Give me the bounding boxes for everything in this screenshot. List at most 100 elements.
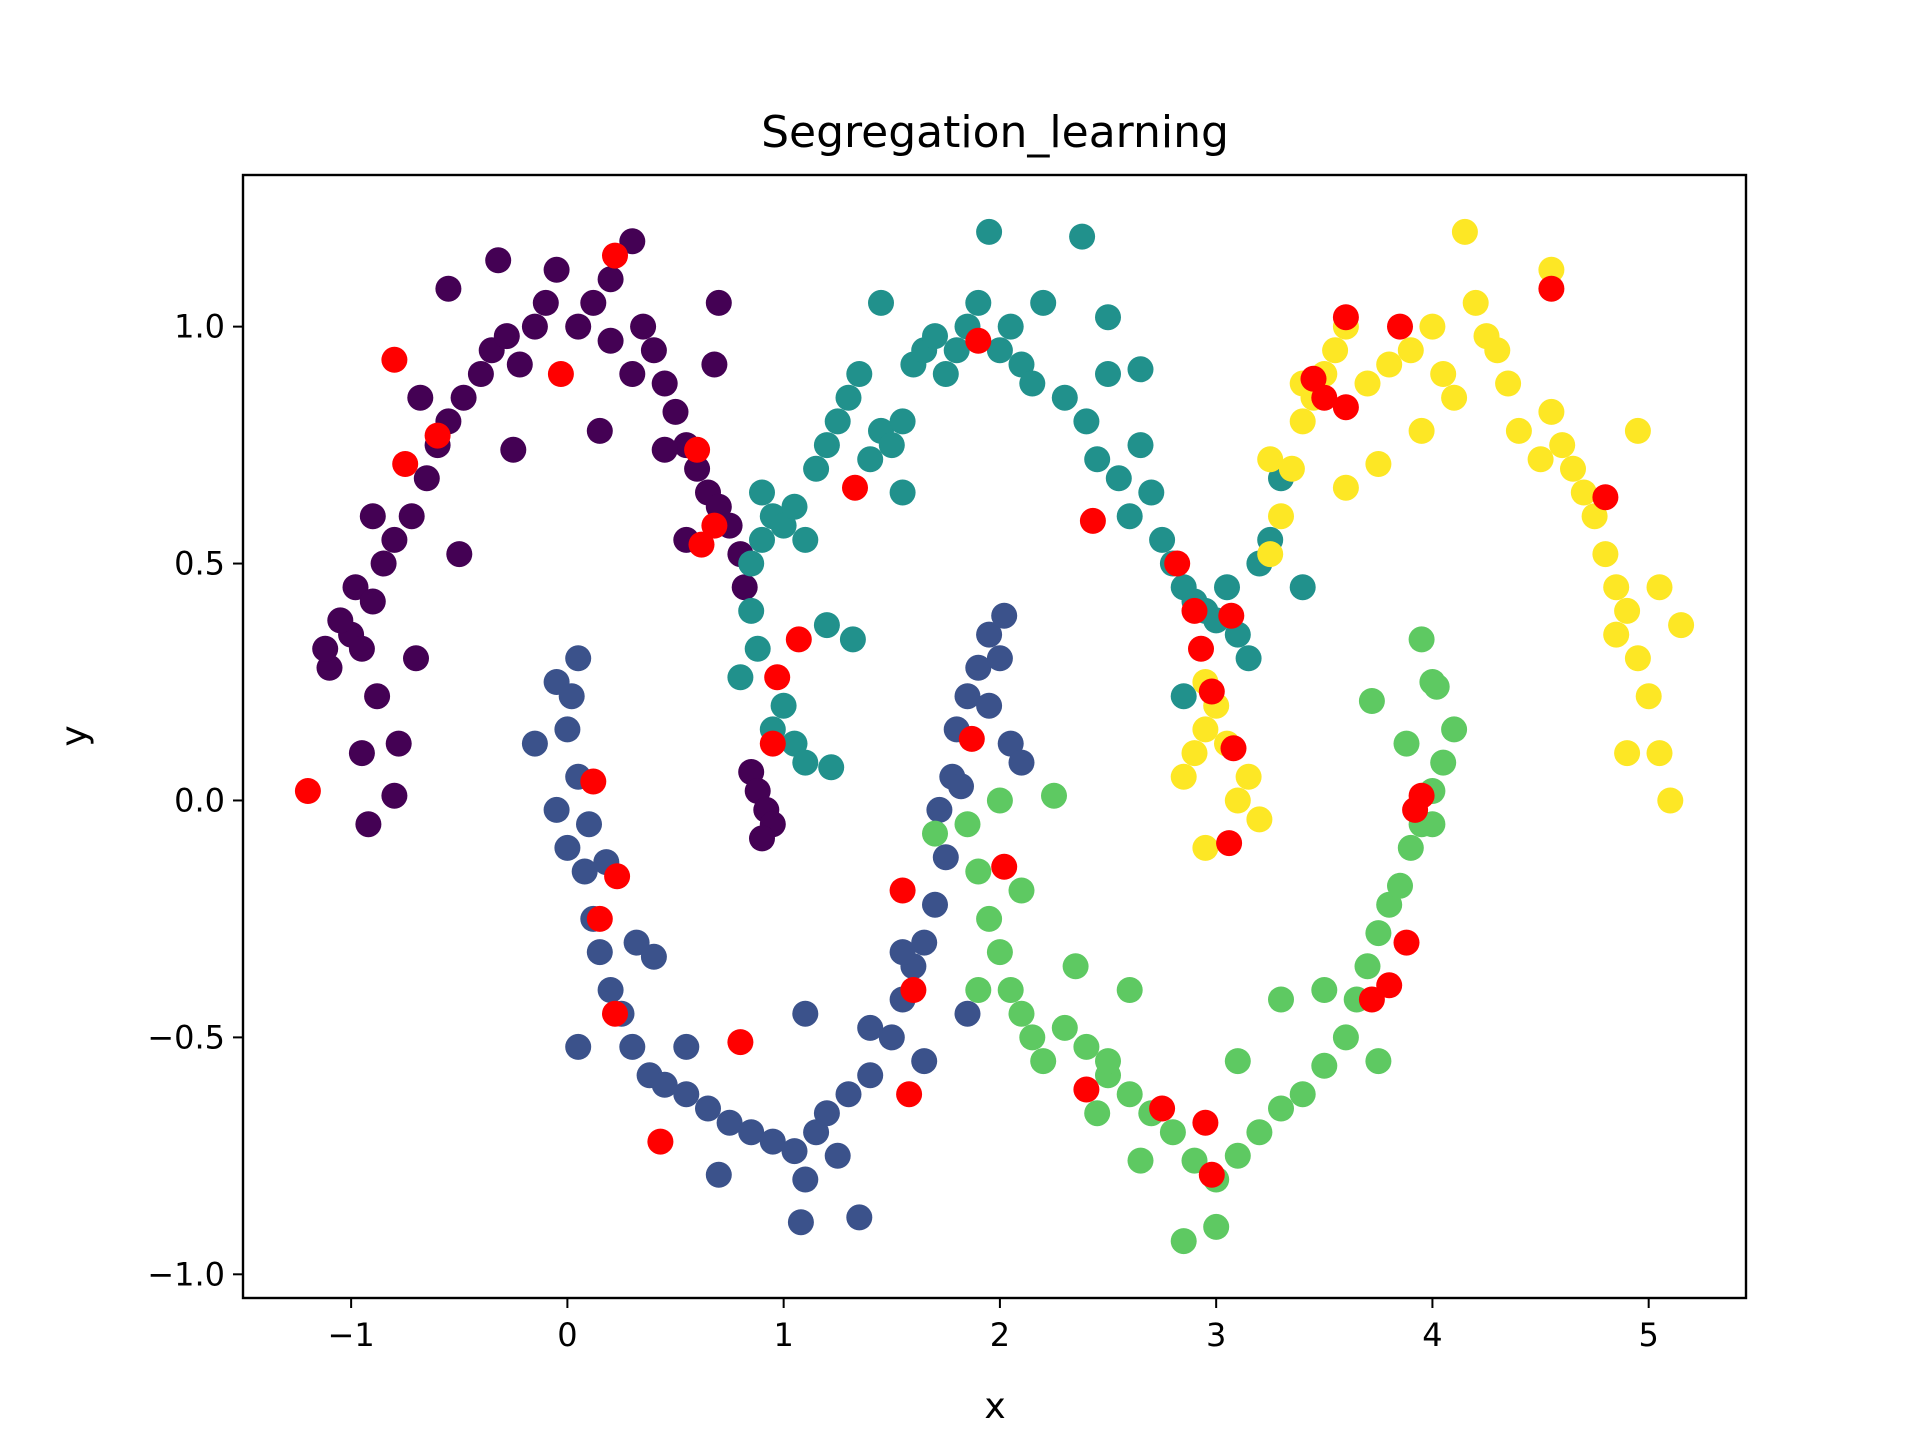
data-point	[857, 446, 884, 473]
data-point	[1095, 304, 1121, 331]
data-point	[1365, 1048, 1392, 1075]
data-point	[1397, 834, 1424, 861]
data-point	[294, 778, 321, 804]
data-point	[1570, 479, 1597, 506]
data-point	[1257, 541, 1284, 568]
data-point	[1538, 398, 1565, 425]
data-point	[1181, 597, 1208, 624]
data-point	[1170, 763, 1197, 790]
data-point	[781, 1138, 808, 1165]
data-point	[446, 541, 473, 568]
data-point	[1332, 474, 1359, 501]
data-point	[586, 939, 613, 966]
data-point	[997, 977, 1024, 1003]
data-point	[1332, 394, 1359, 421]
x-tick-label: 2	[990, 1316, 1010, 1354]
data-point	[846, 1204, 873, 1231]
data-point	[991, 853, 1018, 880]
data-point	[359, 588, 386, 615]
data-point	[846, 361, 873, 387]
data-point	[1170, 1228, 1197, 1255]
data-point	[1393, 929, 1420, 956]
data-point	[1358, 986, 1385, 1013]
data-point	[1387, 872, 1413, 899]
data-point	[619, 1033, 646, 1060]
data-point	[792, 1000, 819, 1027]
data-point	[1423, 673, 1450, 700]
data-point	[1149, 526, 1176, 553]
data-point	[662, 398, 689, 425]
data-point	[878, 1024, 905, 1051]
data-point	[1581, 503, 1608, 530]
data-point	[619, 361, 646, 387]
data-point	[1198, 678, 1225, 705]
data-point	[1084, 446, 1111, 473]
data-point	[976, 621, 1003, 648]
data-point	[727, 664, 754, 691]
data-point	[1311, 384, 1338, 411]
data-point	[976, 218, 1003, 245]
data-point	[1138, 479, 1165, 506]
data-point	[1218, 602, 1245, 629]
data-point	[673, 1033, 700, 1060]
data-point	[1495, 370, 1522, 397]
data-point	[770, 512, 797, 539]
data-point	[413, 465, 440, 492]
data-point	[965, 654, 992, 681]
data-point	[604, 863, 631, 890]
data-point	[1073, 1076, 1100, 1103]
data-point	[1549, 432, 1576, 459]
data-point	[565, 1033, 592, 1060]
x-tick-label: −1	[328, 1316, 375, 1354]
data-point	[1376, 351, 1403, 378]
data-point	[976, 692, 1003, 719]
data-point	[1419, 811, 1446, 838]
data-point	[571, 858, 598, 885]
data-point	[965, 327, 992, 354]
data-point	[547, 361, 574, 387]
data-point	[857, 1062, 884, 1089]
chart-title: Segregation_learning	[761, 107, 1229, 158]
data-point	[932, 361, 959, 387]
data-point	[749, 526, 775, 553]
data-point	[521, 730, 548, 757]
data-point	[1095, 361, 1121, 387]
data-point	[1441, 716, 1468, 743]
data-point	[1159, 1119, 1186, 1146]
data-point	[1332, 304, 1359, 331]
y-tick-label: 0.5	[174, 545, 225, 583]
data-point	[381, 346, 408, 373]
data-point	[1127, 356, 1154, 383]
data-point	[586, 905, 613, 932]
data-point	[792, 749, 819, 776]
data-point	[1019, 1024, 1046, 1051]
data-point	[558, 683, 585, 710]
data-point	[738, 550, 765, 577]
data-point	[673, 1081, 700, 1108]
data-point	[565, 313, 592, 340]
data-point	[1041, 782, 1067, 809]
data-point	[1268, 986, 1294, 1013]
data-point	[532, 289, 559, 316]
data-point	[889, 877, 916, 904]
data-point	[878, 432, 905, 459]
data-point	[602, 242, 628, 269]
data-point	[813, 1100, 840, 1127]
data-point	[1300, 365, 1327, 392]
data-point	[818, 754, 845, 781]
data-point	[749, 825, 775, 852]
data-point	[554, 716, 581, 743]
data-point	[770, 692, 797, 719]
data-point	[392, 451, 419, 477]
data-point	[1073, 408, 1100, 435]
data-point	[1614, 597, 1641, 624]
data-point	[991, 602, 1018, 629]
x-tick-label: 4	[1422, 1316, 1442, 1354]
data-point	[926, 796, 953, 823]
data-point	[1387, 313, 1413, 340]
data-point	[1008, 749, 1035, 776]
data-point	[1246, 1119, 1273, 1146]
data-point	[1289, 574, 1316, 601]
data-point	[1149, 1095, 1176, 1122]
